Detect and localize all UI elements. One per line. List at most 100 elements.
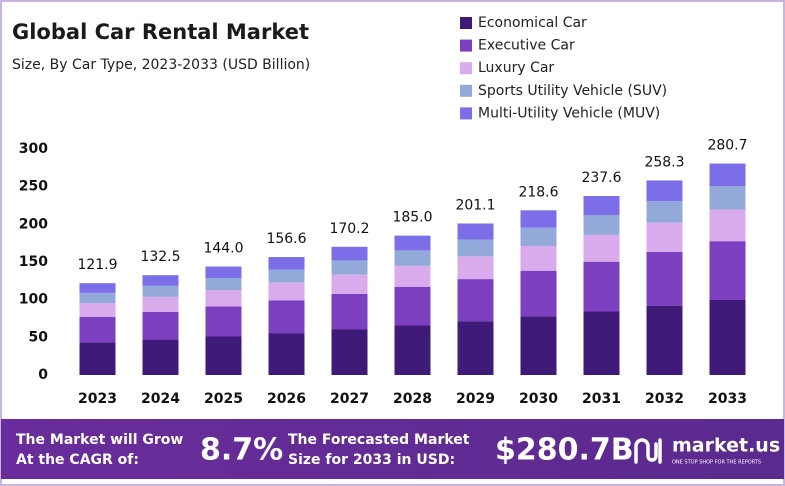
y-tick-label: 250: [19, 179, 48, 195]
bar-segment: [520, 227, 557, 247]
x-tick-label: 2025: [204, 391, 243, 407]
bar-segment: [646, 222, 683, 252]
total-label: 280.7: [707, 138, 747, 154]
bar-segment: [457, 279, 494, 322]
bar-segment: [142, 275, 179, 286]
legend-swatch: [460, 84, 472, 97]
footer-band: [1, 419, 784, 479]
footer-text: Size for 2033 in USD:: [288, 452, 455, 468]
bar-segment: [268, 300, 305, 334]
bar-segment: [457, 239, 494, 257]
bar-segment: [520, 210, 557, 228]
bar-segment: [394, 235, 431, 251]
bar-segment: [457, 223, 494, 240]
legend-label: Economical Car: [478, 15, 587, 31]
total-label: 258.3: [644, 154, 684, 170]
bar-segment: [583, 214, 620, 235]
bar-segment: [583, 311, 620, 375]
footer-value: 8.7%: [200, 433, 283, 468]
total-label: 121.9: [77, 257, 117, 273]
x-tick-label: 2033: [708, 391, 747, 407]
legend-swatch: [460, 62, 472, 75]
bar-segment: [268, 333, 305, 375]
y-tick-label: 100: [19, 292, 48, 308]
total-label: 170.2: [329, 221, 369, 237]
bar-segment: [646, 180, 683, 202]
footer-text: The Forecasted Market: [288, 432, 470, 448]
legend-swatch: [460, 39, 472, 52]
total-label: 156.6: [266, 231, 306, 247]
x-tick-label: 2023: [78, 391, 117, 407]
legend-swatch: [460, 17, 472, 29]
x-tick-label: 2028: [393, 391, 432, 407]
bar-segment: [646, 251, 683, 306]
total-label: 201.1: [455, 198, 495, 214]
x-tick-label: 2024: [141, 391, 180, 407]
chart-title: Global Car Rental Market: [12, 20, 309, 44]
legend-label: Sports Utility Vehicle (SUV): [478, 83, 667, 99]
bar-segment: [205, 336, 242, 375]
bar-segment: [205, 266, 242, 279]
bar-segment: [331, 246, 368, 261]
bar-segment: [646, 201, 683, 223]
y-tick-label: 0: [38, 367, 48, 383]
chart-subtitle: Size, By Car Type, 2023-2033 (USD Billio…: [12, 57, 310, 73]
x-tick-label: 2027: [330, 391, 369, 407]
bar-segment: [709, 209, 746, 242]
bar-segment: [583, 196, 620, 215]
legend-swatch: [460, 107, 472, 120]
bar-segment: [709, 163, 746, 186]
bar-segment: [142, 296, 179, 312]
bar-segment: [709, 185, 746, 210]
x-tick-label: 2029: [456, 391, 495, 407]
bar-segment: [394, 286, 431, 326]
bar-segment: [583, 261, 620, 312]
x-tick-label: 2032: [645, 391, 684, 407]
y-tick-label: 50: [29, 329, 49, 345]
bar-segment: [520, 246, 557, 271]
legend-label: Executive Car: [478, 38, 575, 54]
bar-segment: [79, 316, 116, 343]
bar-segment: [394, 265, 431, 287]
bar-segment: [457, 256, 494, 280]
bar-segment: [520, 316, 557, 375]
bar-segment: [646, 305, 683, 375]
y-tick-label: 200: [19, 216, 48, 232]
bar-segment: [394, 250, 431, 266]
bar-segment: [709, 241, 746, 300]
bar-segment: [79, 292, 116, 304]
bar-segment: [709, 299, 746, 375]
tagline: ONE STOP SHOP FOR THE REPORTS: [672, 460, 761, 466]
bar-segment: [331, 260, 368, 275]
footer-text: At the CAGR of:: [16, 452, 139, 468]
bar-segment: [79, 283, 116, 293]
bar-segment: [205, 290, 242, 307]
bar-segment: [205, 306, 242, 337]
legend-label: Multi-Utility Vehicle (MUV): [478, 105, 660, 121]
y-tick-label: 300: [19, 141, 48, 157]
footer-value: $280.7B: [495, 433, 634, 468]
bar-segment: [142, 285, 179, 297]
bar-segment: [457, 321, 494, 375]
total-label: 132.5: [140, 249, 180, 265]
bar-segment: [331, 329, 368, 375]
bar-segment: [268, 257, 305, 270]
brand-icon: [634, 438, 662, 464]
bar-segment: [331, 293, 368, 330]
total-label: 185.0: [392, 210, 432, 226]
bar-segment: [394, 325, 431, 375]
x-tick-label: 2030: [519, 391, 558, 407]
total-label: 144.0: [203, 241, 243, 257]
x-tick-label: 2031: [582, 391, 621, 407]
y-tick-label: 150: [19, 254, 48, 270]
bar-segment: [583, 234, 620, 262]
bar-segment: [142, 339, 179, 375]
brand: market.us: [672, 435, 780, 457]
footer-text: The Market will Grow: [16, 432, 183, 448]
bar-segment: [520, 270, 557, 317]
total-label: 237.6: [581, 170, 621, 186]
x-tick-label: 2026: [267, 391, 306, 407]
total-label: 218.6: [518, 184, 558, 200]
